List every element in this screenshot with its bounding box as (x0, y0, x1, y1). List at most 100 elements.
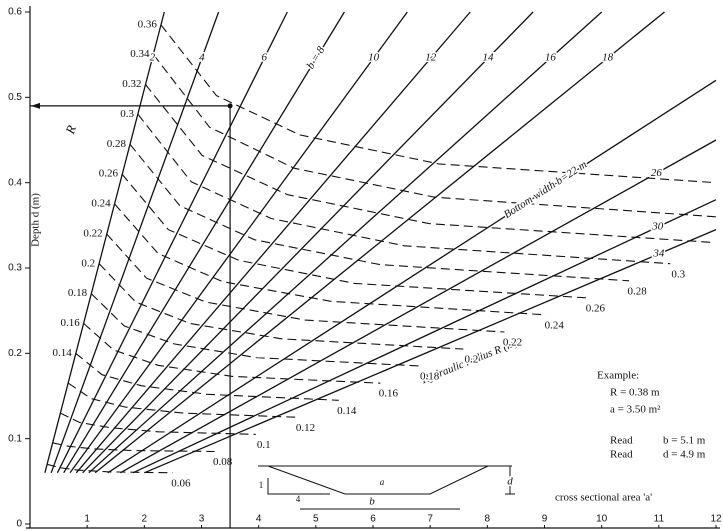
x-tick-label: 10 (596, 514, 608, 525)
x-tick-label: 8 (485, 514, 491, 525)
hydraulic-radius-curve (121, 173, 588, 299)
example-given: a = 3.50 m² (610, 404, 661, 416)
r-label-right: 0.16 (379, 388, 399, 400)
bottom-width-label: 16 (545, 52, 557, 64)
bottom-width-label: 34 (652, 247, 665, 259)
example-read: Read (610, 449, 633, 461)
sketch-section (267, 465, 489, 495)
example-read-value: b = 5.1 m (663, 435, 706, 447)
bottom-width-label: 2 (150, 52, 156, 64)
x-tick-label: 9 (542, 514, 548, 525)
hydraulic-radius-curve (145, 84, 713, 243)
r-label-left: 0.18 (68, 287, 88, 299)
r-label-right: 0.2 (464, 354, 478, 366)
bottom-width-line (75, 11, 471, 474)
bottom-width-line (132, 199, 717, 474)
bottom-width-label: 6 (262, 52, 268, 64)
example-read: Read (610, 435, 633, 447)
bottom-width-label: 18 (602, 52, 614, 64)
r-label-left: 0.24 (91, 198, 111, 210)
bottom-width-line (107, 79, 717, 474)
r-label-left: 0.14 (52, 347, 72, 359)
r-label-right: 0.22 (503, 337, 522, 349)
r-label-right: 0.08 (213, 456, 233, 468)
r-label-left: 0.22 (83, 227, 102, 239)
x-tick-label: 11 (654, 514, 665, 525)
example-point (227, 103, 233, 109)
hydraulic-radius-curve (129, 143, 630, 282)
y-tick-label: 0.1 (8, 433, 22, 444)
r-label-left: 0.36 (138, 18, 158, 30)
r-label-left: 0.2 (81, 257, 95, 269)
r-symbol: R (62, 123, 79, 137)
sketch-label: b (369, 496, 375, 508)
hydraulic-radius-curve (160, 24, 717, 184)
hydraulic-radius-curve (60, 412, 256, 435)
example-box: Example: R = 0.38 m a = 3.50 m² Read b =… (597, 370, 706, 461)
bottom-width-line (69, 11, 408, 474)
hydraulic-radius-curve (153, 54, 717, 218)
r-label-right: 0.28 (627, 285, 647, 297)
x-tick-label: 3 (199, 514, 205, 525)
bottom-width-line (88, 11, 603, 474)
example-given: R = 0.38 m (610, 387, 660, 399)
hydraulic-radius-curve (98, 263, 464, 350)
r-label-right: 0.26 (586, 302, 606, 314)
bottom-width-line (44, 11, 165, 473)
hydraulic-radius-curve (75, 352, 339, 401)
r-label-left: 0.34 (130, 48, 150, 60)
sketch-label: a (380, 477, 385, 487)
hydraulic-radius-curve (83, 323, 381, 384)
hydraulic-radius-curve (90, 293, 422, 367)
example-read-value: d = 4.9 m (663, 449, 706, 461)
x-axis-label: cross sectional area 'a' (555, 492, 652, 504)
bottom-width-label: 4 (199, 52, 205, 64)
r-label-right: 0.3 (671, 268, 685, 280)
bottom-width-line (56, 11, 288, 474)
sketch-label: d (507, 476, 513, 488)
r-label-right: 0.24 (545, 319, 565, 331)
y-tick-label: 0.2 (8, 348, 22, 359)
hydraulic-radius-curve (67, 382, 298, 418)
x-tick-label: 5 (313, 514, 319, 525)
example-arrow (31, 102, 40, 109)
r-label-right: 0.18 (420, 371, 440, 383)
hydraulic-radius-curve (137, 114, 671, 265)
x-tick-label: 12 (710, 514, 722, 525)
r-label-right: 0.12 (296, 422, 315, 434)
sketch-label: 4 (296, 494, 301, 504)
section-sketch (258, 465, 515, 510)
y-tick-label: 0 (16, 519, 22, 530)
r-label-right: 0.14 (337, 405, 357, 417)
x-tick-label: 2 (142, 514, 148, 525)
bottom-width-label: Bottom width b=22 m (502, 159, 590, 221)
y-tick-label: 0.5 (8, 92, 22, 103)
bottom-width-label: b = 8 (305, 44, 328, 71)
bottom-width-line (94, 11, 665, 474)
x-tick-label: 4 (256, 514, 262, 525)
bottom-width-label: 26 (651, 167, 663, 179)
bottom-width-line (50, 11, 220, 474)
bottom-width-label: 10 (368, 52, 380, 64)
bottom-width-label: 14 (483, 52, 495, 64)
r-label-left: 0.3 (120, 108, 134, 120)
sketch-slope (267, 478, 330, 495)
example-title: Example: (597, 370, 639, 382)
r-label-left: 0.28 (107, 138, 127, 150)
y-axis-label: Depth d (m) (30, 193, 42, 247)
r-label-left: 0.16 (60, 317, 80, 329)
x-tick-label: 6 (370, 514, 376, 525)
bottom-width-label: 12 (425, 52, 437, 64)
y-tick-label: 0.4 (8, 177, 22, 188)
r-label-right: 0.06 (171, 477, 191, 489)
sketch-label: 1 (259, 480, 264, 490)
x-tick-label: 7 (427, 514, 433, 525)
bottom-width-line (63, 11, 345, 474)
bottom-width-line (82, 11, 534, 474)
y-tick-label: 0.3 (8, 263, 22, 274)
bottom-width-line (144, 229, 717, 474)
bottom-width-line (119, 139, 717, 474)
r-label-left: 0.32 (122, 78, 141, 90)
y-tick-label: 0.6 (8, 7, 22, 18)
